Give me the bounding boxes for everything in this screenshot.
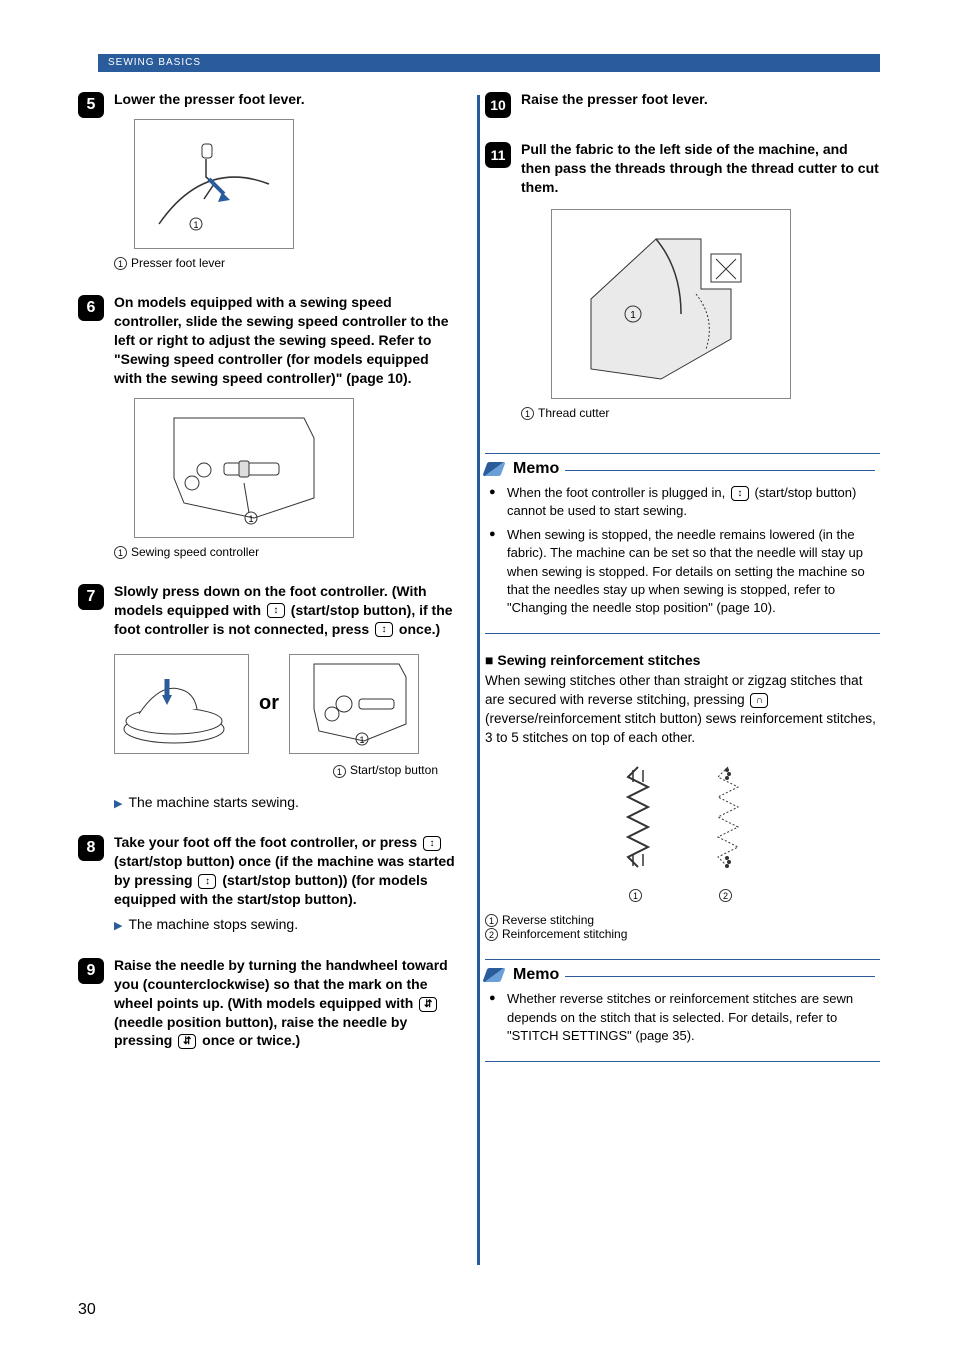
step-9: 9 Raise the needle by turning the handwh… <box>78 956 458 1050</box>
column-divider <box>477 95 480 1265</box>
paragraph: When sewing stitches other than straight… <box>485 672 880 748</box>
page-number: 30 <box>78 1301 96 1319</box>
figure-caption: 1Start/stop button <box>114 762 458 778</box>
start-stop-icon: ↕ <box>731 486 749 501</box>
step-text: Pull the fabric to the left side of the … <box>521 141 879 195</box>
memo-title: Memo <box>513 966 880 984</box>
step-11: 11 Pull the fabric to the left side of t… <box>485 140 880 435</box>
memo-item: When the foot controller is plugged in, … <box>489 484 880 520</box>
step-text: Lower the presser foot lever. <box>114 91 305 107</box>
figure-presser-foot: 1 <box>134 119 294 249</box>
memo-box: Memo Whether reverse stitches or reinfor… <box>485 959 880 1062</box>
left-column: 5 Lower the presser foot lever. 1 1Press… <box>78 90 458 1058</box>
reinforcement-stitch-graphic <box>713 762 743 882</box>
result-text: The machine starts sewing. <box>114 793 458 812</box>
figure-row: or 1 <box>114 646 458 760</box>
step-number: 6 <box>78 295 104 321</box>
step-text: Take your foot off the foot controller, … <box>114 834 455 907</box>
subheading: Sewing reinforcement stitches <box>485 652 880 668</box>
start-stop-icon: ↕ <box>267 603 285 618</box>
svg-text:1: 1 <box>193 220 198 230</box>
or-label: or <box>259 690 279 717</box>
svg-text:1: 1 <box>359 735 364 745</box>
step-7: 7 Slowly press down on the foot controll… <box>78 582 458 826</box>
step-text: Raise the needle by turning the handwhee… <box>114 957 448 1049</box>
figure-start-stop-button: 1 <box>289 654 419 754</box>
step-number: 7 <box>78 584 104 610</box>
memo-item: Whether reverse stitches or reinforcemen… <box>489 990 880 1045</box>
figure-caption: 1Thread cutter <box>521 405 880 421</box>
svg-text:1: 1 <box>630 310 636 321</box>
svg-text:1: 1 <box>248 514 253 524</box>
diagram-label-num: 1 <box>629 889 642 902</box>
figure-caption: 1Sewing speed controller <box>114 544 458 560</box>
memo-title: Memo <box>513 460 880 478</box>
step-10: 10 Raise the presser foot lever. <box>485 90 880 118</box>
section-header: SEWING BASICS <box>98 54 880 72</box>
memo-item: When sewing is stopped, the needle remai… <box>489 526 880 617</box>
step-number: 5 <box>78 92 104 118</box>
figure-caption: 1Reverse stitching 2Reinforcement stitch… <box>485 913 880 942</box>
step-number: 11 <box>485 142 511 168</box>
reverse-stitch-icon: ∩ <box>750 693 768 708</box>
start-stop-icon: ↕ <box>375 622 393 637</box>
stitch-diagram: 1 2 <box>485 762 880 905</box>
needle-position-icon: ⇵ <box>178 1034 196 1049</box>
start-stop-icon: ↕ <box>198 874 216 889</box>
step-8: 8 Take your foot off the foot controller… <box>78 833 458 947</box>
figure-caption: 1Presser foot lever <box>114 255 458 271</box>
right-column: 10 Raise the presser foot lever. 11 Pull… <box>485 90 880 1080</box>
step-text: Slowly press down on the foot controller… <box>114 583 453 637</box>
figure-foot-controller <box>114 654 249 754</box>
figure-thread-cutter: 1 <box>551 209 791 399</box>
step-number: 8 <box>78 835 104 861</box>
step-number: 9 <box>78 958 104 984</box>
start-stop-icon: ↕ <box>423 836 441 851</box>
reverse-stitch-graphic <box>623 762 653 882</box>
diagram-label-num: 2 <box>719 889 732 902</box>
step-5: 5 Lower the presser foot lever. 1 1Press… <box>78 90 458 285</box>
step-text: On models equipped with a sewing speed c… <box>114 294 449 386</box>
result-text: The machine stops sewing. <box>114 915 458 934</box>
step-number: 10 <box>485 92 511 118</box>
step-6: 6 On models equipped with a sewing speed… <box>78 293 458 574</box>
step-text: Raise the presser foot lever. <box>521 91 708 107</box>
needle-position-icon: ⇵ <box>419 997 437 1012</box>
memo-box: Memo When the foot controller is plugged… <box>485 453 880 634</box>
figure-speed-controller: 1 <box>134 398 354 538</box>
